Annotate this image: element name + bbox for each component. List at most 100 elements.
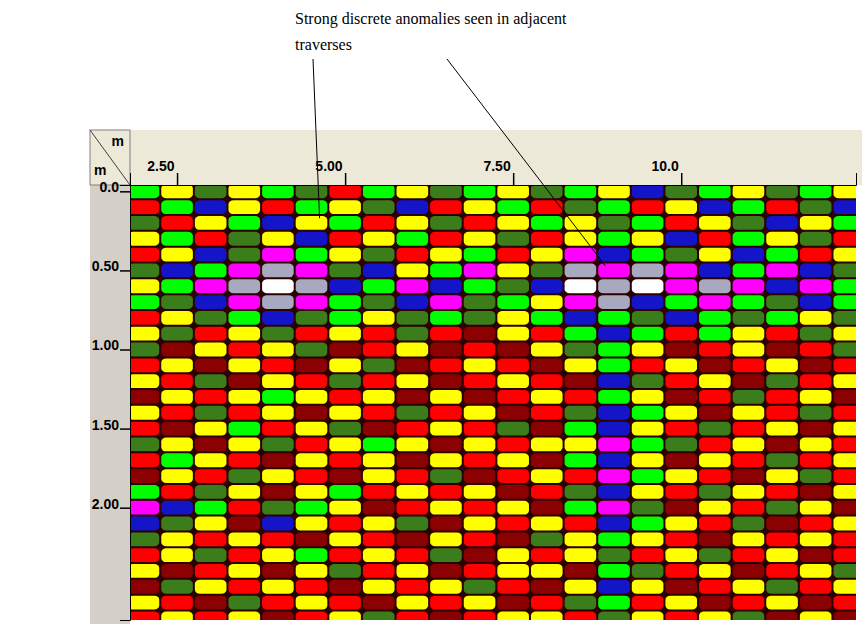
heat-cell xyxy=(565,374,597,388)
heat-cell xyxy=(531,485,563,499)
heat-cell xyxy=(766,532,798,546)
heat-cell xyxy=(228,264,260,278)
heat-cell xyxy=(565,185,597,198)
heat-cell xyxy=(430,548,462,562)
heat-cell xyxy=(195,548,227,562)
heat-cell xyxy=(531,422,563,436)
heat-cell xyxy=(733,596,765,610)
heat-cell xyxy=(598,532,630,546)
heat-cell xyxy=(665,232,697,246)
heat-cell xyxy=(632,390,664,404)
heat-cell xyxy=(665,438,697,452)
heat-cell xyxy=(228,406,260,420)
heat-cell xyxy=(262,200,294,214)
heat-cell xyxy=(430,200,462,214)
heat-cell xyxy=(161,311,193,325)
heat-cell xyxy=(665,517,697,531)
heat-cell xyxy=(430,517,462,531)
heat-cell xyxy=(833,185,856,198)
heat-cell xyxy=(632,343,664,357)
heat-cell xyxy=(130,564,159,578)
heat-cell xyxy=(397,438,429,452)
heat-cell xyxy=(430,248,462,262)
heat-cell xyxy=(262,248,294,262)
heat-cell xyxy=(800,422,832,436)
heat-cell xyxy=(195,311,227,325)
heat-cell xyxy=(329,343,361,357)
heat-cell xyxy=(800,501,832,515)
heat-cell xyxy=(531,453,563,467)
heat-cell xyxy=(296,232,328,246)
heat-cell xyxy=(766,517,798,531)
heat-cell xyxy=(531,279,563,293)
heat-cell xyxy=(598,295,630,309)
heat-cell xyxy=(464,232,496,246)
heat-cell xyxy=(766,264,798,278)
heat-cell xyxy=(228,532,260,546)
heat-cell xyxy=(632,358,664,372)
heat-cell xyxy=(699,422,731,436)
heat-cell xyxy=(699,311,731,325)
heat-cell xyxy=(699,390,731,404)
heat-cell xyxy=(632,564,664,578)
heat-cell xyxy=(195,248,227,262)
left-ruler xyxy=(90,130,130,624)
heat-cell xyxy=(833,596,856,610)
heat-cell xyxy=(665,311,697,325)
heat-cell xyxy=(598,390,630,404)
heat-cell xyxy=(363,358,395,372)
heat-cell xyxy=(363,264,395,278)
heat-cell xyxy=(262,596,294,610)
heat-cell xyxy=(598,358,630,372)
y-tick-mark xyxy=(120,507,130,509)
heat-cell xyxy=(228,517,260,531)
heat-cell xyxy=(228,279,260,293)
heat-cell xyxy=(430,374,462,388)
heat-cell xyxy=(497,358,529,372)
heat-cell xyxy=(296,596,328,610)
heat-cell xyxy=(130,200,159,214)
heat-cell xyxy=(766,485,798,499)
heat-cell xyxy=(329,422,361,436)
heat-cell xyxy=(228,612,260,620)
heat-cell xyxy=(665,532,697,546)
heat-cell xyxy=(262,374,294,388)
heat-cell xyxy=(430,343,462,357)
heat-cell xyxy=(464,469,496,483)
heat-cell xyxy=(565,311,597,325)
heat-cell xyxy=(565,264,597,278)
heat-cell xyxy=(363,485,395,499)
x-axis: 2.505.007.5010.0 xyxy=(131,158,857,186)
heat-cell xyxy=(262,216,294,230)
heat-cell xyxy=(430,438,462,452)
heat-cell xyxy=(833,532,856,546)
heat-cell xyxy=(800,358,832,372)
heat-cell xyxy=(632,453,664,467)
heat-cell xyxy=(632,232,664,246)
heat-cell xyxy=(632,612,664,620)
heat-cell xyxy=(733,406,765,420)
heat-cell xyxy=(329,596,361,610)
heat-cell xyxy=(531,200,563,214)
heat-cell xyxy=(228,311,260,325)
heat-cell xyxy=(296,612,328,620)
heat-cell xyxy=(665,216,697,230)
heat-cell xyxy=(565,327,597,341)
heat-cell xyxy=(665,453,697,467)
heat-cell xyxy=(531,438,563,452)
heat-cell xyxy=(565,343,597,357)
heat-cell xyxy=(598,248,630,262)
heat-cell xyxy=(397,485,429,499)
y-tick-mark xyxy=(120,191,130,193)
heat-cell xyxy=(430,453,462,467)
heat-cell xyxy=(800,264,832,278)
heat-cell xyxy=(130,358,159,372)
heat-cell xyxy=(195,453,227,467)
heat-cell xyxy=(800,311,832,325)
heat-cell xyxy=(464,612,496,620)
heat-cell xyxy=(565,295,597,309)
heat-cell xyxy=(699,264,731,278)
x-axis-line xyxy=(131,173,857,186)
heat-cell xyxy=(565,422,597,436)
heat-cell xyxy=(262,469,294,483)
